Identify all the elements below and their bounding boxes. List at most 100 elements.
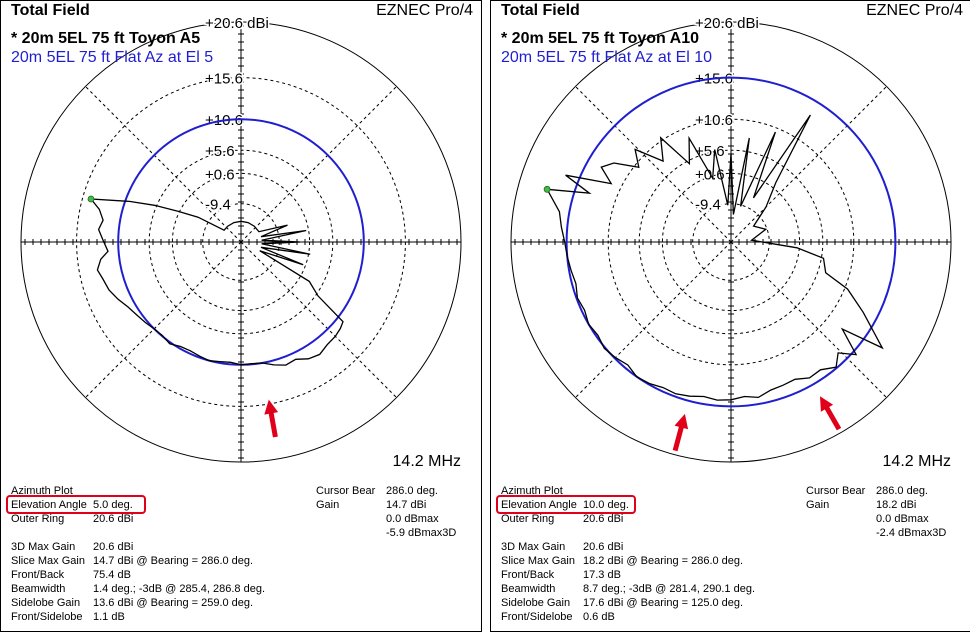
ring-label: +10.6 [695, 112, 733, 129]
elevation-angle-value: 5.0 deg. [93, 499, 133, 511]
annotation-arrow [820, 396, 842, 431]
beamwidth-value: 1.4 deg.; -3dB @ 285.4, 286.8 deg. [93, 583, 266, 595]
cursor-bear-value: 286.0 deg. [876, 485, 928, 497]
max-gain-3d-label: 3D Max Gain [501, 541, 566, 553]
cursor-dbmax3d-value: -5.9 dBmax3D [386, 527, 457, 539]
outer-ring-label: Outer Ring [11, 513, 65, 525]
polar-plot: +20.6 dBi+15.6+10.6+5.6+0.6-9.4 [510, 14, 952, 463]
elevation-highlight-box [496, 495, 636, 514]
cursor-dbmax-value: 0.0 dBmax [876, 513, 929, 525]
beamwidth-label: Beamwidth [501, 583, 556, 595]
max-gain-3d-value: 20.6 dBi [583, 541, 624, 553]
elevation-highlight-box [6, 495, 146, 514]
plot-type-label: Azimuth Plot [501, 485, 563, 497]
cursor-gain-label: Gain [316, 499, 340, 511]
annotation-arrow [264, 399, 279, 438]
grid-spoke [240, 241, 397, 398]
sidelobe-gain-value: 13.6 dBi @ Bearing = 259.0 deg. [93, 597, 254, 609]
outer-ring-label: Outer Ring [501, 513, 555, 525]
frequency-label: 14.2 MHz [392, 453, 461, 470]
slice-max-gain-value: 14.7 dBi @ Bearing = 286.0 deg. [93, 555, 254, 567]
grid-ring [661, 172, 801, 312]
outer-ring-value: 20.6 dBi [583, 513, 624, 525]
slice-max-gain-label: Slice Max Gain [11, 555, 85, 567]
grid-ring [76, 77, 406, 407]
front-sidelobe-label: Front/Sidelobe [501, 611, 573, 623]
model-description: * 20m 5EL 75 ft Toyon A5 [11, 30, 201, 47]
ring-label: +0.6 [695, 166, 725, 183]
ring-label: +0.6 [205, 166, 235, 183]
grid-ring [171, 172, 311, 312]
cursor-bear-label: Cursor Bear [806, 485, 866, 497]
annotation-arrow [672, 413, 689, 452]
cursor-dbmax3d-value: -2.4 dBmax3D [876, 527, 947, 539]
elevation-angle-value: 10.0 deg. [583, 499, 629, 511]
info-block: Azimuth Plot Elevation Angle 10.0 deg. O… [491, 484, 970, 624]
radiation-pattern-trace [545, 114, 884, 401]
grid-spoke [575, 86, 732, 243]
plot-type-label: Azimuth Plot [11, 485, 73, 497]
plot-title: Total Field [11, 2, 90, 19]
ring-label: +5.6 [205, 143, 235, 160]
front-back-value: 17.3 dB [583, 569, 621, 581]
reference-description: 20m 5EL 75 ft Flat Az at El 5 [11, 49, 214, 66]
ring-label: +20.6 dBi [205, 15, 269, 32]
slice-max-gain-label: Slice Max Gain [501, 555, 575, 567]
ring-label: +15.6 [205, 71, 243, 88]
grid-spoke [575, 241, 732, 398]
frequency-label: 14.2 MHz [882, 453, 951, 470]
cursor-bear-label: Cursor Bear [316, 485, 376, 497]
grid-spoke [730, 241, 887, 398]
app-name: EZNEC Pro/4 [376, 2, 473, 19]
arrow-head [264, 399, 279, 415]
reference-description: 20m 5EL 75 ft Flat Az at El 10 [501, 49, 713, 66]
grid-ring [607, 118, 855, 366]
front-back-value: 75.4 dB [93, 569, 131, 581]
cursor-bear-value: 286.0 deg. [386, 485, 438, 497]
sidelobe-gain-label: Sidelobe Gain [11, 597, 81, 609]
outer-ring-value: 20.6 dBi [93, 513, 134, 525]
arrow-shaft [672, 422, 685, 452]
grid-ring [148, 149, 334, 335]
max-gain-3d-value: 20.6 dBi [93, 541, 134, 553]
grid-ring [20, 21, 462, 463]
elevation-angle-label: Elevation Angle [501, 499, 577, 511]
arrow-head [674, 413, 689, 430]
app-name: EZNEC Pro/4 [866, 2, 963, 19]
front-back-label: Front/Back [501, 569, 555, 581]
reference-pattern-circle [565, 76, 897, 408]
front-sidelobe-value: 0.6 dB [583, 611, 615, 623]
grid-spoke [240, 86, 397, 243]
elevation-angle-label: Elevation Angle [11, 499, 87, 511]
plot-panel-left: +20.6 dBi +15.6 +10.6 +5.6 +0.6 -9.4 Total Fi… [0, 0, 482, 632]
grid-ring [692, 203, 770, 281]
ring-label: -9.4 [695, 197, 721, 214]
arrow-head [820, 396, 834, 412]
ring-label: -9.4 [205, 197, 231, 214]
beamwidth-value: 8.7 deg.; -3dB @ 281.4, 290.1 deg. [583, 583, 756, 595]
slice-max-gain-value: 18.2 dBi @ Bearing = 286.0 deg. [583, 555, 744, 567]
cursor-dbmax-value: 0.0 dBmax [386, 513, 439, 525]
grid-spoke [85, 86, 242, 243]
max-gain-3d-label: 3D Max Gain [11, 541, 76, 553]
sidelobe-gain-value: 17.6 dBi @ Bearing = 125.0 deg. [583, 597, 744, 609]
radiation-pattern-trace [89, 198, 344, 366]
arrow-shaft [268, 408, 278, 438]
grid-ring [510, 21, 952, 463]
cursor-gain-label: Gain [806, 499, 830, 511]
grid-ring [638, 149, 824, 335]
grid-spoke [85, 241, 242, 398]
polar-plot: +20.6 dBi+15.6+10.6+5.6+0.6-9.4 [20, 14, 462, 463]
cursor-gain-value: 18.2 dBi [876, 499, 917, 511]
model-description: * 20m 5EL 75 ft Toyon A10 [501, 30, 699, 47]
ring-label: +20.6 dBi [695, 15, 759, 32]
plot-title: Total Field [501, 2, 580, 19]
front-sidelobe-label: Front/Sidelobe [11, 611, 83, 623]
plot-panel-right: +20.6 dBi +15.6 +10.6 +5.6 +0.6 -9.4 Total Fi… [490, 0, 970, 632]
grid-spoke [730, 86, 887, 243]
grid-ring [202, 203, 280, 281]
front-sidelobe-value: 1.1 dB [93, 611, 125, 623]
beamwidth-label: Beamwidth [11, 583, 66, 595]
front-back-label: Front/Back [11, 569, 65, 581]
cursor-marker [87, 195, 95, 203]
